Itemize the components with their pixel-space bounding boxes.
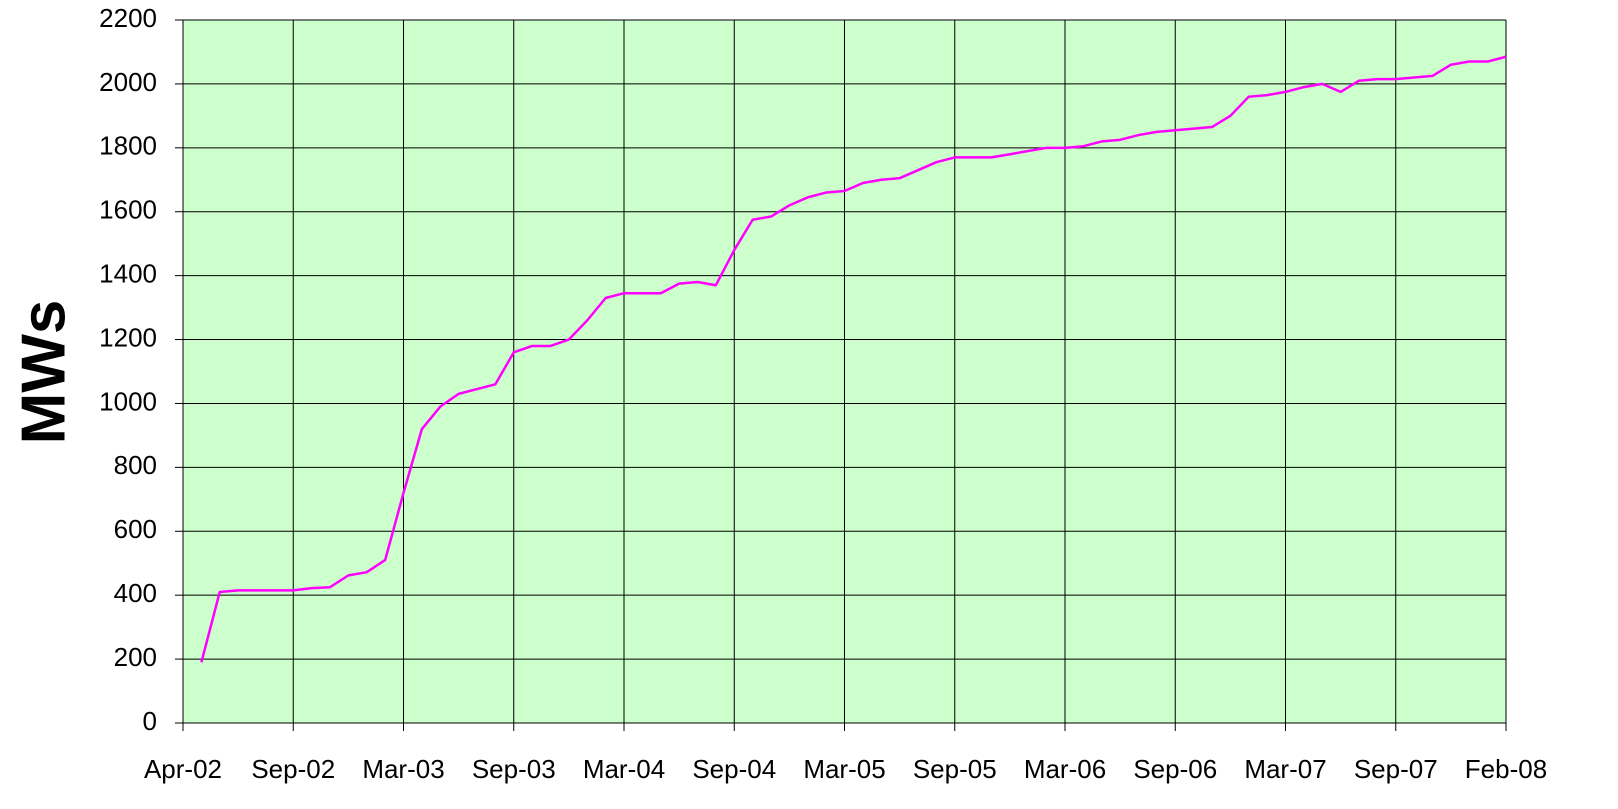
y-tick-label: 800 <box>114 450 157 480</box>
y-tick-label: 400 <box>114 578 157 608</box>
y-tick-label: 1600 <box>99 195 157 225</box>
y-axis-label: MWs <box>9 300 78 445</box>
x-tick-label: Sep-05 <box>913 754 997 784</box>
y-tick-label: 1400 <box>99 259 157 289</box>
y-tick-label: 0 <box>143 706 157 736</box>
data-line <box>200 55 1507 663</box>
x-tick-label: Mar-07 <box>1244 754 1326 784</box>
x-tick-label: Mar-05 <box>803 754 885 784</box>
x-tick-label: Sep-07 <box>1354 754 1438 784</box>
x-tick-label: Feb-08 <box>1465 754 1547 784</box>
x-tick-label: Mar-03 <box>362 754 444 784</box>
x-tick-label: Sep-04 <box>692 754 776 784</box>
x-tick-label: Mar-04 <box>583 754 665 784</box>
x-tick-label: Sep-02 <box>251 754 335 784</box>
y-tick-label: 1800 <box>99 131 157 161</box>
y-tick-label: 1000 <box>99 386 157 416</box>
y-tick-label: 2200 <box>99 3 157 33</box>
x-tick-label: Sep-03 <box>472 754 556 784</box>
x-tick-label: Sep-06 <box>1133 754 1217 784</box>
y-tick-label: 200 <box>114 642 157 672</box>
y-tick-label: 1200 <box>99 322 157 352</box>
y-tick-label: 2000 <box>99 67 157 97</box>
x-tick-label: Apr-02 <box>144 754 222 784</box>
y-tick-label: 600 <box>114 514 157 544</box>
x-tick-label: Mar-06 <box>1024 754 1106 784</box>
